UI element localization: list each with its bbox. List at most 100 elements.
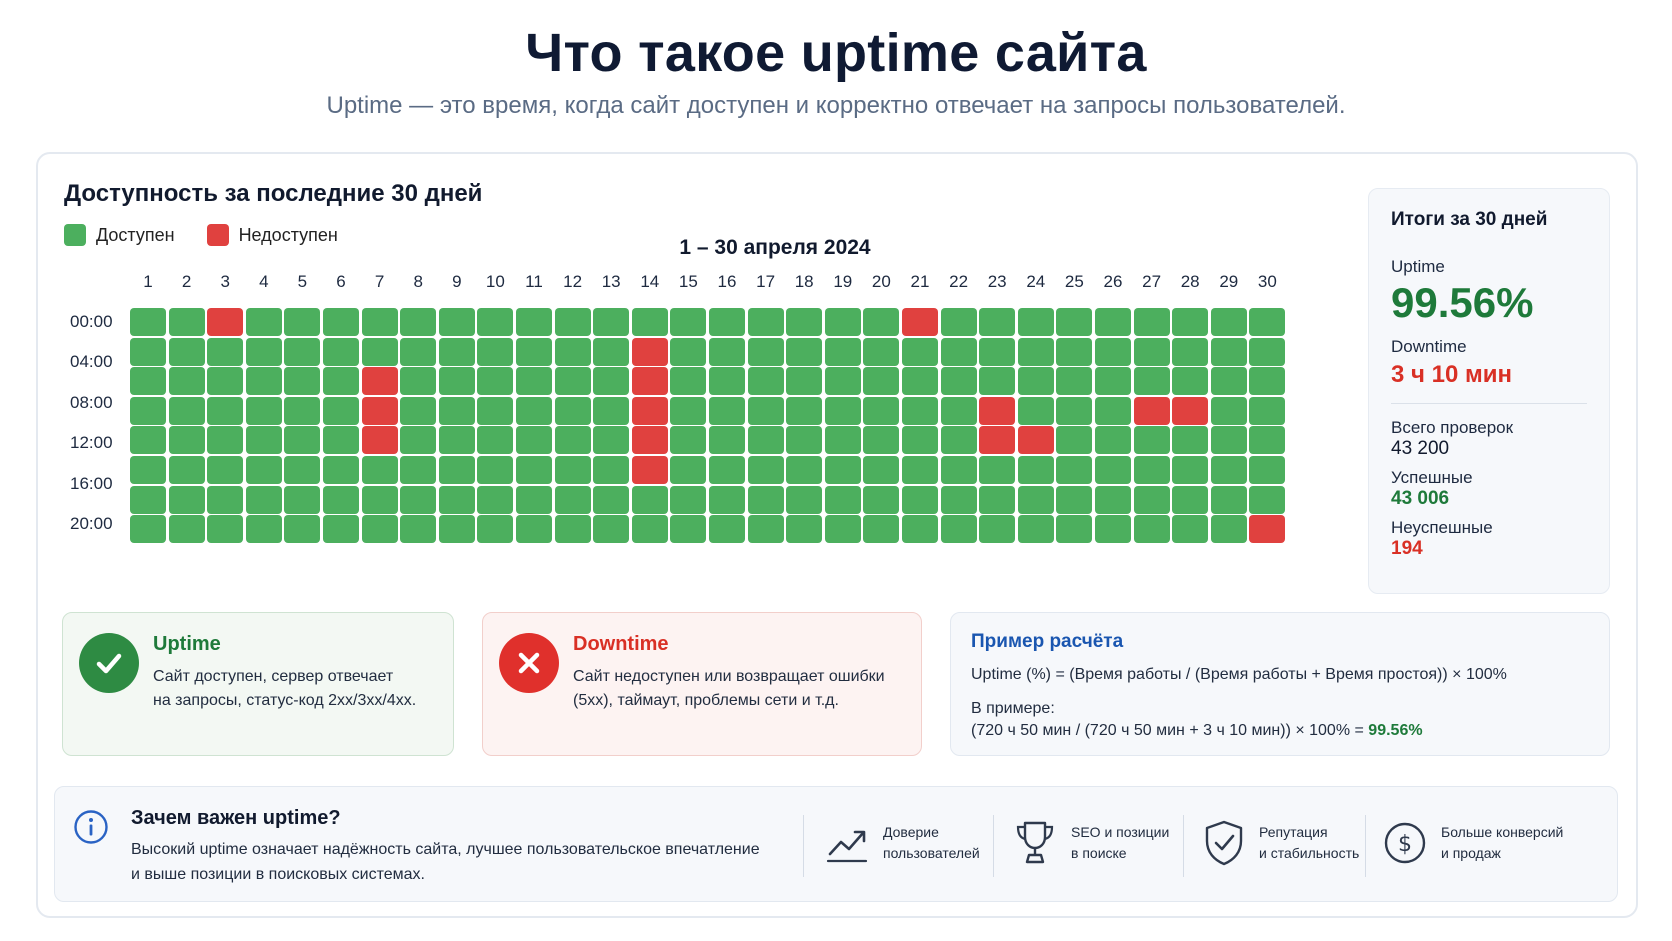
cell-up (361, 515, 398, 544)
feature-conversions-label: Больше конверсий и продаж (1441, 824, 1564, 861)
cell-up (554, 337, 591, 366)
cell-up (1056, 367, 1093, 396)
cell-up (1249, 426, 1286, 455)
day-label: 10 (485, 272, 505, 291)
cell-up (1095, 515, 1131, 544)
day-label: 17 (756, 272, 776, 291)
cell-up (940, 456, 977, 484)
cell-up (168, 337, 205, 366)
day-label: 28 (1180, 272, 1200, 291)
cell-up (516, 515, 552, 544)
calc-formula: Uptime (%) = (Время работы / (Время рабо… (971, 666, 1507, 683)
cell-up (786, 515, 823, 544)
day-label: 19 (833, 272, 853, 291)
cell-up (670, 396, 707, 425)
cell-up (477, 308, 514, 336)
cell-up (245, 485, 282, 514)
cell-up (245, 308, 282, 336)
legend-up: Доступен (64, 224, 175, 246)
cell-up (554, 367, 591, 396)
cell-up (323, 396, 359, 425)
cell-up (361, 337, 398, 366)
cell-up (747, 515, 784, 544)
cell-up (863, 308, 900, 336)
cell-up (168, 396, 205, 425)
cell-up (245, 426, 282, 455)
legend-down-swatch (206, 224, 229, 246)
cell-up (207, 396, 244, 425)
cell-up (477, 485, 514, 514)
cell-up (1172, 456, 1209, 484)
legend-down-label: Недоступен (238, 224, 338, 245)
cell-up (979, 367, 1016, 396)
cell-up (1056, 485, 1093, 514)
cell-up (786, 367, 823, 396)
cell-up (824, 308, 861, 336)
day-label: 26 (1103, 272, 1123, 291)
uptime-box-title: Uptime (153, 633, 221, 655)
cell-up (284, 308, 321, 336)
cell-up (438, 515, 475, 544)
hour-label: 08:00 (70, 392, 113, 412)
cell-down (631, 367, 668, 396)
summary-uptime-value: 99.56% (1391, 279, 1534, 326)
cell-up (593, 485, 630, 514)
cell-up (902, 396, 938, 425)
cell-up (1172, 367, 1209, 396)
summary-uptime-label: Uptime (1391, 257, 1445, 276)
svg-text:$: $ (1398, 832, 1412, 857)
cell-up (786, 485, 823, 514)
day-label: 13 (601, 272, 621, 291)
day-label: 15 (678, 272, 698, 291)
cell-up (168, 367, 205, 396)
cell-up (1249, 337, 1286, 366)
cell-up (400, 426, 437, 455)
cell-up (1017, 456, 1054, 484)
cell-up (1095, 367, 1131, 396)
cell-up (670, 337, 707, 366)
cell-up (1210, 308, 1247, 336)
cell-up (824, 337, 861, 366)
day-label: 30 (1257, 272, 1277, 291)
summary-success-value: 43 006 (1391, 488, 1450, 509)
cell-up (168, 426, 205, 455)
cell-down (979, 396, 1016, 425)
divider (993, 815, 994, 877)
day-label: 6 (336, 272, 346, 291)
cell-up (1095, 308, 1131, 336)
calc-box: Пример расчёта Uptime (%) = (Время работ… (950, 612, 1610, 756)
cell-up (979, 308, 1016, 336)
uptime-box-line1: Сайт доступен, сервер отвечает (153, 668, 394, 685)
cell-up (747, 367, 784, 396)
cell-up (245, 456, 282, 484)
cell-up (477, 367, 514, 396)
cell-up (747, 456, 784, 484)
cell-up (709, 396, 745, 425)
legend-up-swatch (64, 224, 86, 246)
day-label: 22 (949, 272, 969, 291)
cell-up (516, 337, 552, 366)
cell-up (670, 456, 707, 484)
cell-up (1172, 426, 1209, 455)
cell-up (1017, 367, 1054, 396)
why-text: Высокий uptime означает надёжность сайта… (131, 837, 811, 887)
cell-up (554, 308, 591, 336)
cell-up (593, 456, 630, 484)
cell-up (940, 367, 977, 396)
downtime-box-line2: (5xx), таймаут, проблемы сети и т.д. (573, 692, 839, 709)
cell-up (1133, 426, 1170, 455)
cell-up (1056, 337, 1093, 366)
cell-up (747, 426, 784, 455)
cell-up (1172, 485, 1209, 514)
cell-up (245, 367, 282, 396)
cell-up (1210, 396, 1247, 425)
cell-up (824, 515, 861, 544)
why-line1: Высокий uptime означает надёжность сайта… (131, 841, 760, 858)
availability-title: Доступность за последние 30 дней (64, 180, 483, 207)
cell-up (824, 396, 861, 425)
cell-up (1017, 308, 1054, 336)
cell-up (593, 515, 630, 544)
cell-up (1133, 456, 1170, 484)
cell-up (554, 456, 591, 484)
cell-down (1249, 515, 1286, 544)
